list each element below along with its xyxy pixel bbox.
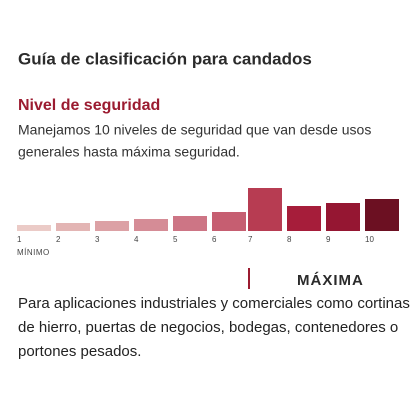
level-label: 6 [212, 235, 217, 244]
body-line: de hierro, puertas de negocios, bodegas,… [18, 319, 398, 336]
description-line: generales hasta máxima seguridad. [18, 144, 240, 160]
level-bar [248, 188, 282, 231]
level-label: 10 [365, 235, 374, 244]
level-label: 2 [56, 235, 61, 244]
max-label: MÁXIMA [297, 272, 364, 289]
level-bar [173, 216, 207, 231]
title: Guía de clasificación para candados [18, 49, 312, 68]
level-labels: 1 2 3 4 5 6 7 8 9 10 [17, 235, 374, 244]
level-bars [17, 188, 399, 231]
body-line: Para aplicaciones industriales y comerci… [18, 295, 410, 312]
level-label: 7 [248, 235, 253, 244]
level-bar [287, 206, 321, 231]
level-bar [134, 219, 168, 231]
level-label: 3 [95, 235, 100, 244]
level-bar [17, 225, 51, 231]
body-line: portones pesados. [18, 343, 141, 360]
level-bar [212, 212, 246, 231]
level-bar [326, 203, 360, 231]
description-line: Manejamos 10 niveles de seguridad que va… [18, 122, 371, 138]
min-label: MÍNIMO [17, 248, 50, 257]
level-label: 1 [17, 235, 22, 244]
level-bar [95, 221, 129, 231]
level-label: 5 [173, 235, 178, 244]
level-bar [56, 223, 90, 231]
level-label: 9 [326, 235, 331, 244]
level-bar [365, 199, 399, 231]
level-label: 8 [287, 235, 292, 244]
level-label: 4 [134, 235, 139, 244]
section-heading: Nivel de seguridad [18, 97, 160, 114]
